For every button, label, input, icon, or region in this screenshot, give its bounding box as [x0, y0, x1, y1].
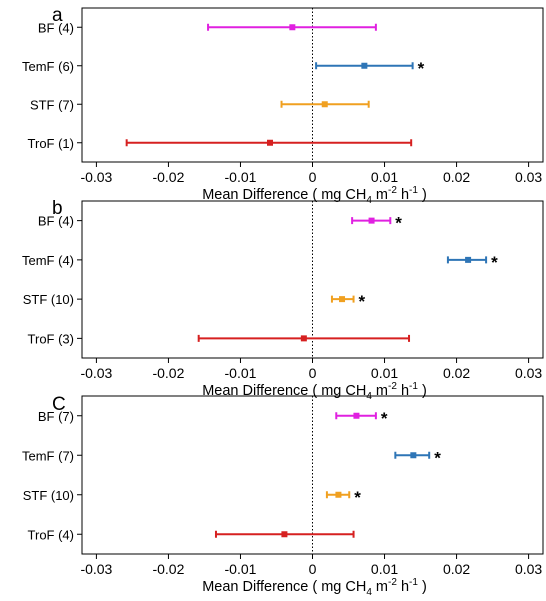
- panel-letter: a: [52, 5, 63, 26]
- category-label: TemF (4): [22, 253, 74, 268]
- x-axis-label: Mean Difference ( mg CH4 m-2 h-1 ): [202, 381, 427, 402]
- mean-marker: [321, 101, 328, 108]
- x-tick-label: 0: [309, 561, 317, 577]
- panel-c: C -0.03 -0.02 -0.01 0 0.01 0.02 0.03 Mean Differ…: [22, 394, 544, 598]
- x-tick-label: -0.03: [80, 365, 112, 381]
- mean-marker: [368, 217, 375, 224]
- mean-marker: [289, 24, 296, 31]
- x-tick-label: 0: [309, 169, 317, 185]
- x-tick-label: -0.02: [152, 169, 184, 185]
- x-tick-label: -0.02: [152, 561, 184, 577]
- category-label: TemF (7): [22, 448, 74, 463]
- significance-star: *: [359, 292, 366, 311]
- x-tick-label: 0.01: [371, 169, 398, 185]
- category-label: TroF (1): [28, 136, 74, 151]
- x-tick-label: 0.01: [371, 561, 398, 577]
- mean-marker: [281, 531, 288, 538]
- x-tick-label: -0.03: [80, 169, 112, 185]
- mean-marker: [339, 296, 346, 303]
- panel-letter: b: [52, 198, 63, 219]
- mean-marker: [353, 412, 360, 419]
- mean-marker: [335, 491, 342, 498]
- category-label: BF (4): [38, 20, 74, 35]
- x-tick-label: 0.03: [515, 365, 542, 381]
- x-tick-label: 0.01: [371, 365, 398, 381]
- panel-b: b -0.03 -0.02 -0.01 0 0.01 0.02 0.03 Mean Differ…: [22, 198, 544, 402]
- category-label: BF (4): [38, 214, 74, 229]
- category-label: STF (10): [23, 488, 74, 503]
- x-tick-label: 0.02: [443, 169, 470, 185]
- x-tick-label: -0.03: [80, 561, 112, 577]
- significance-star: *: [395, 214, 402, 233]
- x-tick-label: 0.03: [515, 169, 542, 185]
- x-tick-label: 0.02: [443, 365, 470, 381]
- x-tick-label: 0: [309, 365, 317, 381]
- category-label: TroF (4): [28, 527, 74, 542]
- mean-marker: [300, 335, 307, 342]
- significance-star: *: [354, 488, 361, 507]
- x-tick-label: -0.01: [225, 365, 257, 381]
- category-label: STF (7): [30, 97, 74, 112]
- x-tick-label: 0.03: [515, 561, 542, 577]
- category-label: BF (7): [38, 409, 74, 424]
- significance-star: *: [381, 409, 388, 428]
- significance-star: *: [491, 253, 498, 272]
- mean-marker: [361, 62, 368, 69]
- category-label: TemF (6): [22, 59, 74, 74]
- x-tick-label: -0.01: [225, 169, 257, 185]
- x-axis-label: Mean Difference ( mg CH4 m-2 h-1 ): [202, 185, 427, 206]
- mean-marker: [267, 139, 274, 146]
- mean-marker: [410, 452, 417, 459]
- x-tick-label: -0.02: [152, 365, 184, 381]
- category-label: TroF (3): [28, 331, 74, 346]
- significance-star: *: [434, 448, 441, 467]
- x-axis-label: Mean Difference ( mg CH4 m-2 h-1 ): [202, 577, 427, 598]
- category-label: STF (10): [23, 292, 74, 307]
- panel-letter: C: [52, 394, 66, 415]
- x-tick-label: -0.01: [225, 561, 257, 577]
- x-tick-label: 0.02: [443, 561, 470, 577]
- mean-marker: [465, 256, 472, 263]
- panel-a: a -0.03 -0.02 -0.01 0 0.01 0.02 0.03 Mean Differ…: [22, 5, 544, 206]
- significance-star: *: [418, 59, 425, 78]
